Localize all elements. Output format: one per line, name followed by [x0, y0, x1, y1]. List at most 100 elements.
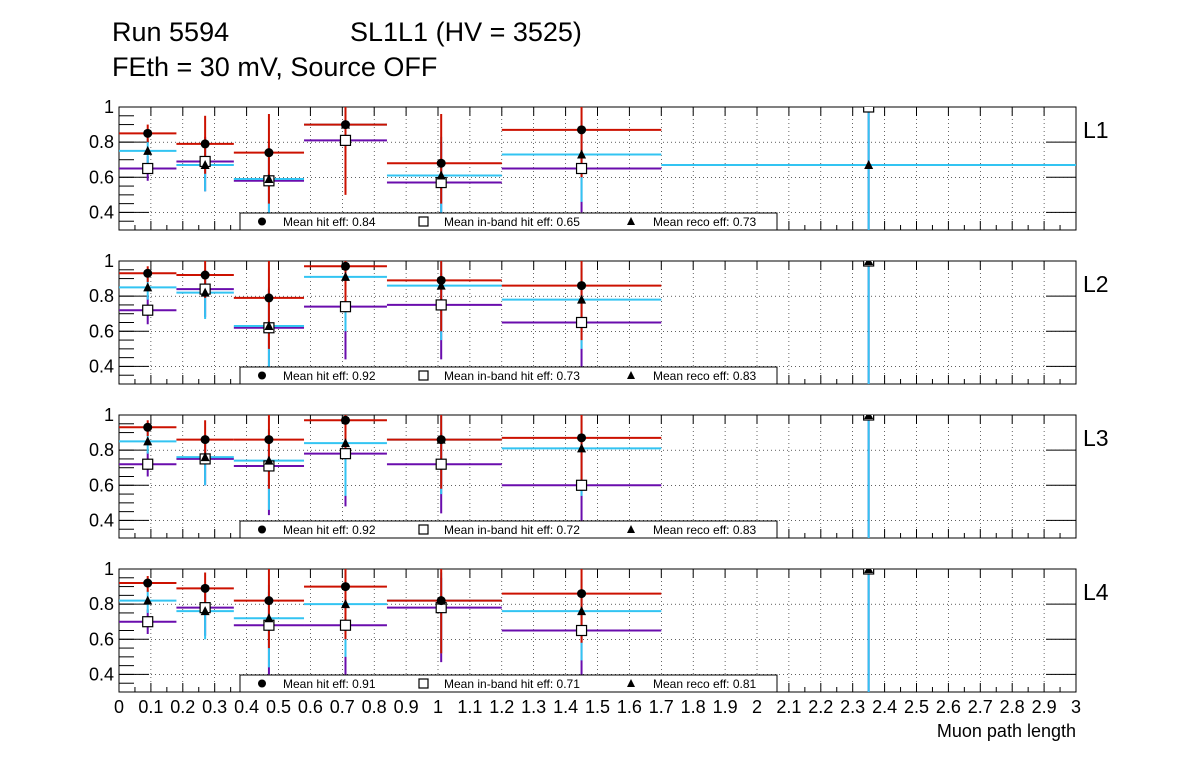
x-axis-labels: 0 0.1 0.2 0.3 0.4 0.5 0.6 0.7 0.8 0.9 1 1.1 1.2 1.3 1.… — [114, 697, 1081, 717]
legend-hit-label: Mean hit eff: 0.92 — [283, 523, 376, 537]
inband-marker — [142, 458, 154, 470]
reco-marker — [436, 170, 446, 180]
y-tick-label: 0.4 — [89, 202, 114, 222]
reco-marker — [340, 599, 350, 609]
legend: Mean hit eff: 0.84 Mean in-band hit eff: … — [239, 212, 778, 231]
reco-marker — [264, 174, 274, 184]
legend-hit-marker — [258, 525, 266, 534]
legend-box — [239, 520, 778, 539]
reco-marker — [577, 606, 587, 616]
y-tick-label: 0.4 — [89, 664, 114, 684]
hit-marker — [340, 415, 350, 425]
hit-marker — [577, 433, 587, 443]
x-tick-label: 0.5 — [266, 697, 291, 717]
x-tick-label: 2.8 — [1000, 697, 1025, 717]
x-tick-label: 2.7 — [968, 697, 993, 717]
legend-inband-marker — [418, 524, 429, 535]
inband-marker — [142, 304, 154, 316]
panel-data — [119, 569, 875, 692]
hit-marker — [577, 281, 587, 291]
legend-inband-label: Mean in-band hit eff: 0.72 — [444, 523, 580, 537]
reco-marker — [864, 261, 874, 265]
x-axis-title: Muon path length — [937, 721, 1076, 741]
legend-inband-marker — [418, 370, 429, 381]
panel-label: L4 — [1083, 579, 1109, 605]
legend-hit-marker — [258, 679, 266, 688]
y-tick-label: 0.4 — [89, 510, 114, 530]
x-tick-label: 1.6 — [617, 697, 642, 717]
x-tick-label: 0.3 — [202, 697, 227, 717]
hit-marker — [264, 435, 274, 445]
reco-marker — [200, 452, 210, 462]
hit-marker — [577, 125, 587, 135]
inband-marker — [575, 316, 588, 329]
inband-marker — [142, 616, 154, 628]
x-tick-label: 1.8 — [681, 697, 706, 717]
hit-marker — [200, 139, 210, 149]
legend-box — [239, 674, 778, 693]
reco-marker — [200, 287, 210, 297]
x-tick-label: 2.5 — [904, 697, 929, 717]
reco-marker — [264, 613, 274, 623]
y-tick-label: 1 — [104, 251, 114, 271]
x-tick-label: 0.1 — [138, 697, 163, 717]
x-tick-label: 0.9 — [394, 697, 419, 717]
reco-marker — [864, 415, 874, 419]
reco-marker — [436, 280, 446, 290]
reco-marker — [577, 294, 587, 304]
legend-hit-marker — [258, 371, 266, 380]
reco-marker — [200, 159, 210, 169]
legend: Mean hit eff: 0.92 Mean in-band hit eff: … — [239, 366, 778, 385]
x-tick-label: 1.1 — [457, 697, 482, 717]
hit-marker — [200, 270, 210, 280]
y-tick-label: 1 — [104, 97, 114, 117]
x-tick-label: 2.1 — [776, 697, 801, 717]
inband-marker — [863, 107, 875, 113]
reco-marker — [577, 149, 587, 159]
hit-marker — [340, 261, 350, 271]
hit-marker — [436, 435, 446, 445]
reco-marker — [577, 443, 587, 453]
inband-marker — [339, 619, 352, 631]
hit-marker — [143, 268, 153, 278]
reco-marker — [143, 595, 153, 605]
legend-reco-marker — [627, 679, 635, 687]
inband-marker — [339, 301, 352, 313]
reco-marker — [200, 606, 210, 616]
inband-marker — [435, 299, 447, 311]
reco-marker — [264, 321, 274, 331]
chamber-label: SL1L1 (HV = 3525) — [350, 17, 582, 47]
legend-hit-label: Mean hit eff: 0.91 — [283, 677, 376, 691]
run-label: Run 5594 — [112, 17, 230, 47]
reco-marker — [264, 455, 274, 465]
x-tick-label: 1 — [433, 697, 443, 717]
x-tick-label: 1.5 — [585, 697, 610, 717]
legend-inband-marker — [418, 216, 429, 227]
hit-marker — [143, 128, 153, 138]
x-tick-label: 1.4 — [553, 697, 578, 717]
legend-inband-marker — [418, 678, 429, 689]
y-tick-label: 0.6 — [89, 167, 114, 187]
hit-marker — [143, 422, 153, 432]
legend-reco-marker — [627, 217, 635, 225]
reco-marker — [864, 569, 874, 573]
y-tick-label: 0.8 — [89, 440, 114, 460]
x-tick-label: 1.7 — [649, 697, 674, 717]
inband-marker — [575, 162, 588, 175]
y-tick-label: 0.8 — [89, 286, 114, 306]
reco-marker — [143, 145, 153, 155]
reco-marker — [143, 436, 153, 446]
panel-label: L3 — [1083, 425, 1109, 451]
legend-inband-label: Mean in-band hit eff: 0.65 — [444, 215, 580, 229]
hit-marker — [436, 596, 446, 606]
x-tick-label: 0.7 — [330, 697, 355, 717]
reco-marker — [143, 282, 153, 292]
panel-l2: 0.4 0.6 0.8 1 L2 Mean hit eff: 0.92 Mean in-ba… — [89, 251, 1109, 385]
inband-marker — [575, 479, 588, 491]
x-tick-label: 3 — [1071, 697, 1081, 717]
panel-data — [119, 107, 1076, 230]
y-tick-label: 1 — [104, 405, 114, 425]
hit-marker — [264, 293, 274, 303]
panel-data — [119, 415, 875, 538]
